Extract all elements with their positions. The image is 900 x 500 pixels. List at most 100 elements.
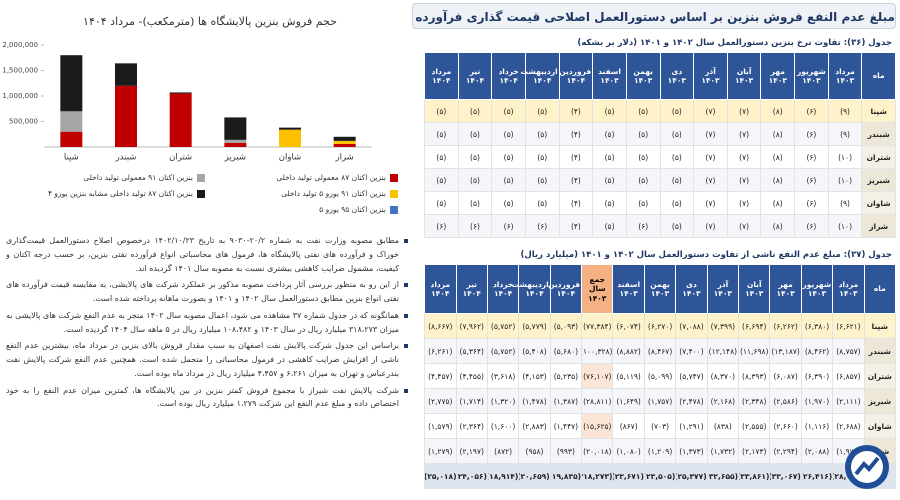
table-cell: (۶) <box>794 214 829 238</box>
table-cell: (۵,۱۱۹) <box>612 363 645 389</box>
bar-segment <box>333 143 356 147</box>
table-cell: (۶) <box>524 214 560 238</box>
bar-segment <box>279 129 301 147</box>
table-row: شتران (۶,۸۵۷) (۶,۳۹۰) (۶,۰۸۷) (۸,۳۹۳) (۸,۳۷۰)… <box>424 363 897 389</box>
table-cell: (۵) <box>659 122 695 146</box>
table-cell: (۵) <box>592 145 627 169</box>
row-label: شپنا <box>861 99 896 123</box>
table-cell: (۳,۶۱۸) <box>486 363 520 389</box>
table-cell: (۶) <box>794 99 829 123</box>
bar-segment <box>60 55 83 112</box>
table-cell: (۷) <box>693 122 728 146</box>
table-cell: (۱۵,۶۲۵) <box>581 413 614 439</box>
table-cell: (۴) <box>558 214 594 238</box>
y-tick-label: 500,000 <box>9 118 38 126</box>
table-cell: (۱,۶۰۰) <box>486 413 520 439</box>
column-header: اسفند ۱۴۰۳ <box>592 52 627 100</box>
table-cell: (۵) <box>457 191 493 215</box>
table-cell: (۵) <box>524 191 560 215</box>
table-cell: (۷) <box>693 99 728 123</box>
paragraph: مطابق مصوبه وزارت نفت به شماره ۲۰/۲-۹۰۳۰… <box>6 234 408 275</box>
table-cell: (۵) <box>491 168 526 192</box>
table-cell: (۲۰,۶۵۹) <box>518 463 551 489</box>
paragraph: شرکت پالایش نفت شیراز با مجموع فروش کمتر… <box>6 384 408 412</box>
table-cell: (۶) <box>424 214 459 238</box>
table-body: شپنا (۶,۶۲۱) (۶,۳۸۰) (۶,۲۶۲) (۶,۶۹۴) (۷,۳۹۹)(… <box>424 313 897 489</box>
table-cell: (۶,۸۵۷) <box>832 363 865 389</box>
table-row: شپنا (۶,۶۲۱) (۶,۳۸۰) (۶,۲۶۲) (۶,۶۹۴) (۷,۳۹۹)(… <box>424 313 897 339</box>
table-cell: (۱۰۰,۳۲۸) <box>581 338 614 364</box>
table-cell: (۵) <box>592 214 627 238</box>
table-cell: (۵,۶۸۰) <box>549 338 583 364</box>
table-cell: (۱,۵۷۹) <box>424 413 457 439</box>
column-header: آذر ۱۴۰۳ <box>693 52 728 100</box>
table-cell: (۲۵,۰۱۸) <box>424 463 457 489</box>
table-cell: (۲۵,۳۷۷) <box>675 463 708 489</box>
table-cell: (۲۳,۶۷۱) <box>612 463 645 489</box>
x-tick-label: شبندر <box>115 153 137 163</box>
x-tick-label: شاوان <box>279 153 301 163</box>
table-cell: (۱,۳۸۷) <box>549 388 583 414</box>
table-cell: (۱۰) <box>827 168 863 192</box>
column-header: اردیبهشت ۱۴۰۴ <box>512 264 551 314</box>
table-cell: (۶) <box>794 168 829 192</box>
table-cell: (۲,۶۶۰) <box>769 413 802 439</box>
legend-swatch <box>197 174 205 182</box>
table-cell: (۹۹۳) <box>549 438 583 464</box>
bar-segment <box>224 139 247 143</box>
column-header: بهمن ۱۴۰۳ <box>643 264 677 314</box>
table-cell: (۵,۷۴۷) <box>675 363 708 389</box>
legend-label: بنزین اکتان ۹۱ معمولی تولید داخلی <box>83 173 193 182</box>
data-table: ماه مرداد ۱۴۰۳ شهریور ۱۴۰۳ مهر ۱۴۰۳ آبان ۱۴۰… <box>424 52 896 238</box>
table-cell: (۷۰۳) <box>643 413 677 439</box>
table-cell: (۸) <box>760 214 796 238</box>
chart-title: حجم فروش بنزین پالایشگاه ها (مترمکعب)- م… <box>83 15 337 28</box>
table-cell: (۲۰,۰۱۸) <box>581 438 614 464</box>
column-header: ماه <box>863 264 897 314</box>
table-cell: (۵) <box>491 99 526 123</box>
table-cell: (۵) <box>625 145 661 169</box>
table-cell: (۸,۳۹۳) <box>738 363 771 389</box>
table-cell: (۷) <box>693 145 728 169</box>
table-cell: (۷) <box>693 191 728 215</box>
table-cell: (۷۶,۱۰۷) <box>581 363 614 389</box>
table-cell: (۱,۷۳۲) <box>706 438 740 464</box>
header-row: ماه مرداد ۱۴۰۳ شهریور ۱۴۰۳ مهر ۱۴۰۳ آبان ۱۴۰… <box>424 52 896 100</box>
table-cell: (۱,۳۲۰) <box>486 388 520 414</box>
table-cell: (۵) <box>457 122 493 146</box>
table-cell: (۲,۱۶۸) <box>706 388 740 414</box>
bar-segment <box>60 111 83 132</box>
table-cell: (۲,۱۹۷) <box>455 438 488 464</box>
table-cell: (۲,۲۹۴) <box>769 438 802 464</box>
column-header: آبان ۱۴۰۳ <box>738 264 771 314</box>
x-tick-label: شراز <box>335 153 354 163</box>
table-cell: (۳۲,۶۵۵) <box>706 463 740 489</box>
table-cell: (۵) <box>424 99 459 123</box>
table-cell: (۲,۱۷۳) <box>738 438 771 464</box>
table-cell: (۵,۷۵۲) <box>486 338 520 364</box>
x-tick-label: شپنا <box>64 153 79 163</box>
column-header: آبان ۱۴۰۳ <box>726 52 762 100</box>
column-header: مرداد ۱۴۰۴ <box>424 264 457 314</box>
table-cell: (۵) <box>491 122 526 146</box>
row-label: شتران <box>861 145 896 169</box>
table-cell: (۹) <box>827 99 863 123</box>
table-cell: (۵) <box>424 191 459 215</box>
table-cell: (۸,۴۶۷) <box>643 338 677 364</box>
table-cell: (۵) <box>592 122 627 146</box>
table-row: جمع(۲۸,۹۹۴)(۲۶,۴۱۶)(۳۳,۰۶۷)(۳۳,۸۶۱)(۳۲,۶… <box>424 463 897 489</box>
column-header: مرداد ۱۴۰۳ <box>832 264 865 314</box>
table-row: شتران (۱۰) (۶) (۸) (۷) (۷) (۵) (۵) (۵) (۴) (۵) (۵)(… <box>424 145 896 169</box>
table-row: شبندر (۸,۷۵۷) (۸,۴۶۲) (۱۳,۱۸۷) (۱۱,۶۹۸) (۱۲,۱… <box>424 338 897 364</box>
table-cell: (۷,۳۹۹) <box>706 313 740 339</box>
table-cell: (۸,۴۶۲) <box>800 338 834 364</box>
table-row: شبندر (۹) (۶) (۸) (۷) (۷) (۵) (۵) (۵) (۴) (۵) (۵) (۵… <box>424 122 896 146</box>
table-cell: (۱۹,۸۳۵) <box>549 463 583 489</box>
table-cell: (۶,۶۹۴) <box>738 313 771 339</box>
column-header: بهمن ۱۴۰۳ <box>625 52 661 100</box>
table-cell: (۸۷۲) <box>486 438 520 464</box>
table-cell: (۷) <box>726 191 762 215</box>
table-cell: (۵) <box>625 122 661 146</box>
table-cell: (۲۶,۴۱۶) <box>800 463 834 489</box>
table-cell: (۸) <box>760 145 796 169</box>
